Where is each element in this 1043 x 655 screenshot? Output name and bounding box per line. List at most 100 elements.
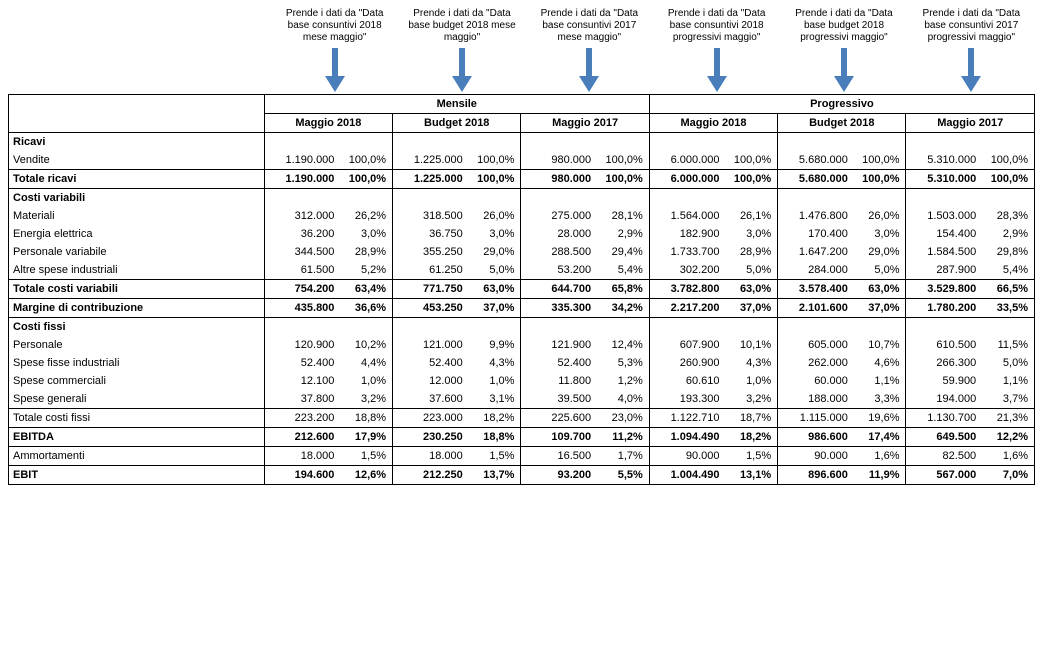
pct-cell: 1,6% (980, 447, 1034, 466)
empty-cell (521, 189, 595, 208)
value-cell: 60.610 (649, 372, 723, 390)
row-label: Totale costi variabili (9, 280, 265, 299)
value-cell: 194.600 (264, 466, 338, 485)
value-cell: 193.300 (649, 390, 723, 409)
value-cell: 28.000 (521, 225, 595, 243)
value-cell: 61.500 (264, 261, 338, 280)
row-label: Spese generali (9, 390, 265, 409)
pct-cell: 1,1% (852, 372, 906, 390)
pct-cell: 5,4% (980, 261, 1034, 280)
value-cell: 1.503.000 (906, 207, 980, 225)
empty-cell (595, 133, 649, 152)
report-container: Prende i dati da "Data base consuntivi 2… (8, 8, 1035, 485)
empty-cell (393, 189, 467, 208)
pct-cell: 28,3% (980, 207, 1034, 225)
pct-cell: 12,4% (595, 336, 649, 354)
pct-cell: 10,2% (338, 336, 392, 354)
pct-cell: 100,0% (467, 151, 521, 170)
empty-cell (906, 318, 980, 337)
pct-cell: 2,9% (595, 225, 649, 243)
pct-cell: 19,6% (852, 409, 906, 428)
annotation: Prende i dati da "Data base consuntivi 2… (271, 8, 398, 94)
pct-cell: 37,0% (724, 299, 778, 318)
table-row: Altre spese industriali61.5005,2%61.2505… (9, 261, 1035, 280)
value-cell: 1.584.500 (906, 243, 980, 261)
pct-cell: 1,5% (338, 447, 392, 466)
value-cell: 312.000 (264, 207, 338, 225)
row-label: Ammortamenti (9, 447, 265, 466)
value-cell: 223.200 (264, 409, 338, 428)
value-cell: 980.000 (521, 170, 595, 189)
empty-cell (724, 318, 778, 337)
value-cell: 170.400 (778, 225, 852, 243)
empty-cell (467, 318, 521, 337)
pct-cell: 13,7% (467, 466, 521, 485)
value-cell: 1.780.200 (906, 299, 980, 318)
row-label: Spese fisse industriali (9, 354, 265, 372)
value-cell: 649.500 (906, 428, 980, 447)
annotation-row: Prende i dati da "Data base consuntivi 2… (271, 8, 1035, 94)
pct-cell: 26,1% (724, 207, 778, 225)
empty-cell (852, 133, 906, 152)
row-label: Energia elettrica (9, 225, 265, 243)
value-cell: 260.900 (649, 354, 723, 372)
value-cell: 212.250 (393, 466, 467, 485)
pct-cell: 29,0% (852, 243, 906, 261)
value-cell: 335.300 (521, 299, 595, 318)
annotation: Prende i dati da "Data base budget 2018 … (398, 8, 525, 94)
table-row: Spese commerciali12.1001,0%12.0001,0%11.… (9, 372, 1035, 390)
row-label: Spese commerciali (9, 372, 265, 390)
pct-cell: 29,8% (980, 243, 1034, 261)
pct-cell: 12,2% (980, 428, 1034, 447)
annotation-text: Prende i dati da "Data base budget 2018 … (795, 8, 893, 43)
pct-cell: 1,6% (852, 447, 906, 466)
header-col: Budget 2018 (393, 114, 521, 133)
value-cell: 287.900 (906, 261, 980, 280)
pct-cell: 63,0% (852, 280, 906, 299)
pct-cell: 37,0% (467, 299, 521, 318)
pct-cell: 18,8% (338, 409, 392, 428)
header-col: Budget 2018 (778, 114, 906, 133)
value-cell: 90.000 (778, 447, 852, 466)
value-cell: 1.130.700 (906, 409, 980, 428)
value-cell: 223.000 (393, 409, 467, 428)
table-row: Totale ricavi1.190.000100,0%1.225.000100… (9, 170, 1035, 189)
empty-cell (724, 189, 778, 208)
pct-cell: 3,2% (724, 390, 778, 409)
value-cell: 225.600 (521, 409, 595, 428)
table-row: Energia elettrica36.2003,0%36.7503,0%28.… (9, 225, 1035, 243)
table-row: EBIT194.60012,6%212.25013,7%93.2005,5%1.… (9, 466, 1035, 485)
value-cell: 355.250 (393, 243, 467, 261)
empty-cell (778, 189, 852, 208)
annotation: Prende i dati da "Data base consuntivi 2… (908, 8, 1035, 94)
value-cell: 344.500 (264, 243, 338, 261)
pct-cell: 4,0% (595, 390, 649, 409)
value-cell: 754.200 (264, 280, 338, 299)
empty-cell (338, 318, 392, 337)
value-cell: 18.000 (264, 447, 338, 466)
value-cell: 5.310.000 (906, 151, 980, 170)
pct-cell: 100,0% (852, 170, 906, 189)
table-row: Personale120.90010,2%121.0009,9%121.9001… (9, 336, 1035, 354)
value-cell: 607.900 (649, 336, 723, 354)
pct-cell: 1,0% (724, 372, 778, 390)
value-cell: 230.250 (393, 428, 467, 447)
table-row: EBITDA212.60017,9%230.25018,8%109.70011,… (9, 428, 1035, 447)
value-cell: 262.000 (778, 354, 852, 372)
value-cell: 52.400 (521, 354, 595, 372)
pct-cell: 10,1% (724, 336, 778, 354)
value-cell: 266.300 (906, 354, 980, 372)
header-empty (9, 95, 265, 133)
pct-cell: 3,0% (724, 225, 778, 243)
pct-cell: 18,7% (724, 409, 778, 428)
value-cell: 121.900 (521, 336, 595, 354)
value-cell: 1.094.490 (649, 428, 723, 447)
value-cell: 3.578.400 (778, 280, 852, 299)
value-cell: 288.500 (521, 243, 595, 261)
pct-cell: 1,1% (980, 372, 1034, 390)
pct-cell: 3,2% (338, 390, 392, 409)
row-label: Totale ricavi (9, 170, 265, 189)
header-col: Maggio 2018 (264, 114, 392, 133)
value-cell: 986.600 (778, 428, 852, 447)
table-row: Vendite1.190.000100,0%1.225.000100,0%980… (9, 151, 1035, 170)
